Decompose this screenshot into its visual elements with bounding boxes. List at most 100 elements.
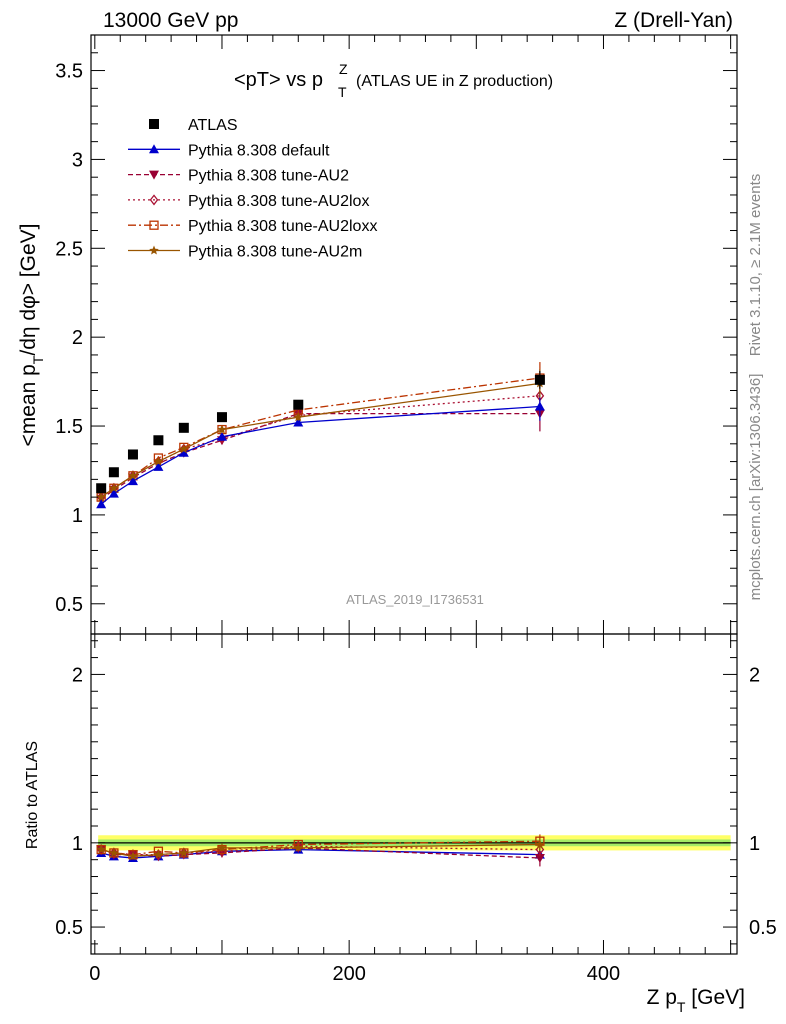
ratio-y-tick-label: 1	[72, 833, 83, 855]
rivet-label: Rivet 3.1.10, ≥ 2.1M events	[747, 174, 764, 357]
main-point-default	[534, 401, 545, 411]
main-point-default	[216, 431, 227, 441]
ratio-series-au2m	[96, 837, 545, 861]
main-point-au2m	[293, 412, 303, 422]
main-point-default	[108, 488, 119, 498]
main-point-au2m	[179, 444, 189, 454]
main-point-data	[293, 399, 304, 410]
legend-label-au2loxx: Pythia 8.308 tune-AU2loxx	[188, 218, 377, 235]
legend-marker-au2loxx	[149, 220, 159, 230]
axis-ticks: 0 200 400 0.5 1 1.5 2 2.5 3 3.5 0.5 0.5 1 1 2 2	[55, 34, 777, 985]
ratio-point-au2	[534, 854, 545, 863]
x-tick-label: 0	[89, 963, 100, 985]
ratio-plot-content	[96, 834, 731, 867]
main-point-data	[216, 412, 227, 423]
x-axis-title: Z pT [GeV]	[647, 986, 745, 1015]
ratio-y-tick-label-right: 1	[749, 833, 760, 855]
legend-label-au2lox: Pythia 8.308 tune-AU2lox	[188, 193, 369, 210]
legend-marker-au2	[149, 170, 159, 180]
legend-marker-data	[149, 119, 159, 129]
main-y-tick-label: 3	[72, 149, 83, 171]
plot-title-sub: T	[338, 84, 347, 100]
ratio-point-au2m	[217, 842, 227, 852]
main-y-tick-label: 2	[72, 327, 83, 349]
ratio-y-tick-label-right: 0.5	[749, 917, 777, 939]
main-point-data	[96, 483, 107, 494]
x-title-part1: Z p	[647, 986, 677, 1009]
upper-y-axis-title: <mean pT/dη dφ> [GeV]	[17, 224, 46, 447]
svg-text:<mean pT/dη dφ> [GeV]: <mean pT/dη dφ> [GeV]	[17, 224, 46, 447]
x-title-part2: [GeV]	[685, 986, 745, 1009]
ratio-point-au2m	[109, 847, 119, 857]
legend-label-data: ATLAS	[188, 117, 238, 134]
ratio-point-au2m	[96, 844, 106, 854]
legend-label-au2m: Pythia 8.308 tune-AU2m	[188, 244, 362, 261]
header-left: 13000 GeV pp	[103, 9, 238, 32]
x-title-sub: T	[677, 999, 686, 1015]
legend-label-default: Pythia 8.308 default	[188, 142, 330, 159]
ratio-point-au2loxx	[128, 849, 138, 860]
ratio-point-au2m	[293, 842, 303, 852]
main-point-default	[96, 499, 107, 509]
main-point-data	[127, 449, 138, 460]
main-point-data	[153, 435, 164, 446]
legend-marker-default	[149, 144, 159, 154]
main-point-default	[178, 447, 189, 457]
main-point-au2m	[217, 424, 227, 434]
main-plot-content	[96, 362, 545, 509]
main-point-au2m	[128, 470, 138, 480]
legend-marker-au2lox	[149, 194, 159, 206]
ratio-line-au2	[100, 847, 540, 859]
ratio-point-au2m	[535, 839, 545, 849]
main-line-default	[100, 405, 540, 505]
ratio-panel-frame	[90, 633, 738, 955]
plot-title-sup: Z	[339, 61, 348, 77]
main-point-au2m	[109, 483, 119, 493]
main-y-tick-label: 1.5	[55, 416, 83, 438]
mcplots-label: mcplots.cern.ch [arXiv:1306.3436]	[747, 374, 764, 601]
plot-title-suffix: (ATLAS UE in Z production)	[356, 73, 553, 90]
upper-y-title-part2: /dη dφ> [GeV]	[17, 224, 40, 356]
ratio-point-au2m	[128, 851, 138, 861]
main-y-tick-label: 3.5	[55, 61, 83, 83]
main-y-tick-label: 2.5	[55, 238, 83, 260]
ratio-point-au2m	[153, 849, 164, 859]
main-point-data	[178, 422, 189, 433]
main-series-default	[96, 392, 545, 509]
ratio-y-tick-label: 2	[72, 664, 83, 686]
main-line-au2m	[100, 382, 540, 498]
plot-title-main: <pT> vs p	[234, 69, 323, 91]
plot-title: <pT> vs p	[234, 69, 323, 91]
ratio-y-tick-label-right: 2	[749, 664, 760, 686]
main-point-au2m	[153, 456, 164, 466]
main-point-default	[153, 461, 164, 471]
main-point-default	[127, 476, 138, 486]
legend-label-au2: Pythia 8.308 tune-AU2	[188, 168, 349, 185]
main-series-au2m	[96, 369, 545, 502]
ratio-line-au2m	[101, 843, 540, 857]
upper-y-title-part1: <mean p	[17, 364, 40, 446]
main-point-default	[293, 417, 304, 427]
lower-y-axis-title: Ratio to ATLAS	[24, 741, 41, 849]
main-point-data	[534, 374, 545, 385]
main-series-au2loxx	[96, 362, 545, 502]
upper-y-title-sub: T	[30, 355, 46, 364]
ratio-point-au2m	[179, 847, 189, 857]
x-tick-label: 400	[587, 963, 620, 985]
main-line-au2loxx	[100, 377, 540, 498]
header-right: Z (Drell-Yan)	[614, 9, 733, 32]
legend: ATLAS Pythia 8.308 default Pythia 8.308 tu…	[128, 117, 377, 261]
x-tick-label: 200	[332, 963, 365, 985]
legend-marker-au2m	[149, 245, 159, 255]
main-point-data	[108, 467, 119, 478]
main-line-au2	[100, 412, 540, 500]
main-y-tick-label: 1	[72, 505, 83, 527]
analysis-id: ATLAS_2019_I1736531	[346, 592, 484, 607]
main-y-tick-label: 0.5	[55, 594, 83, 616]
main-series-data	[96, 370, 545, 494]
main-series-au2lox	[96, 381, 545, 503]
ratio-y-tick-label: 0.5	[55, 917, 83, 939]
main-point-au2m	[96, 492, 106, 502]
main-series-au2	[96, 395, 545, 504]
